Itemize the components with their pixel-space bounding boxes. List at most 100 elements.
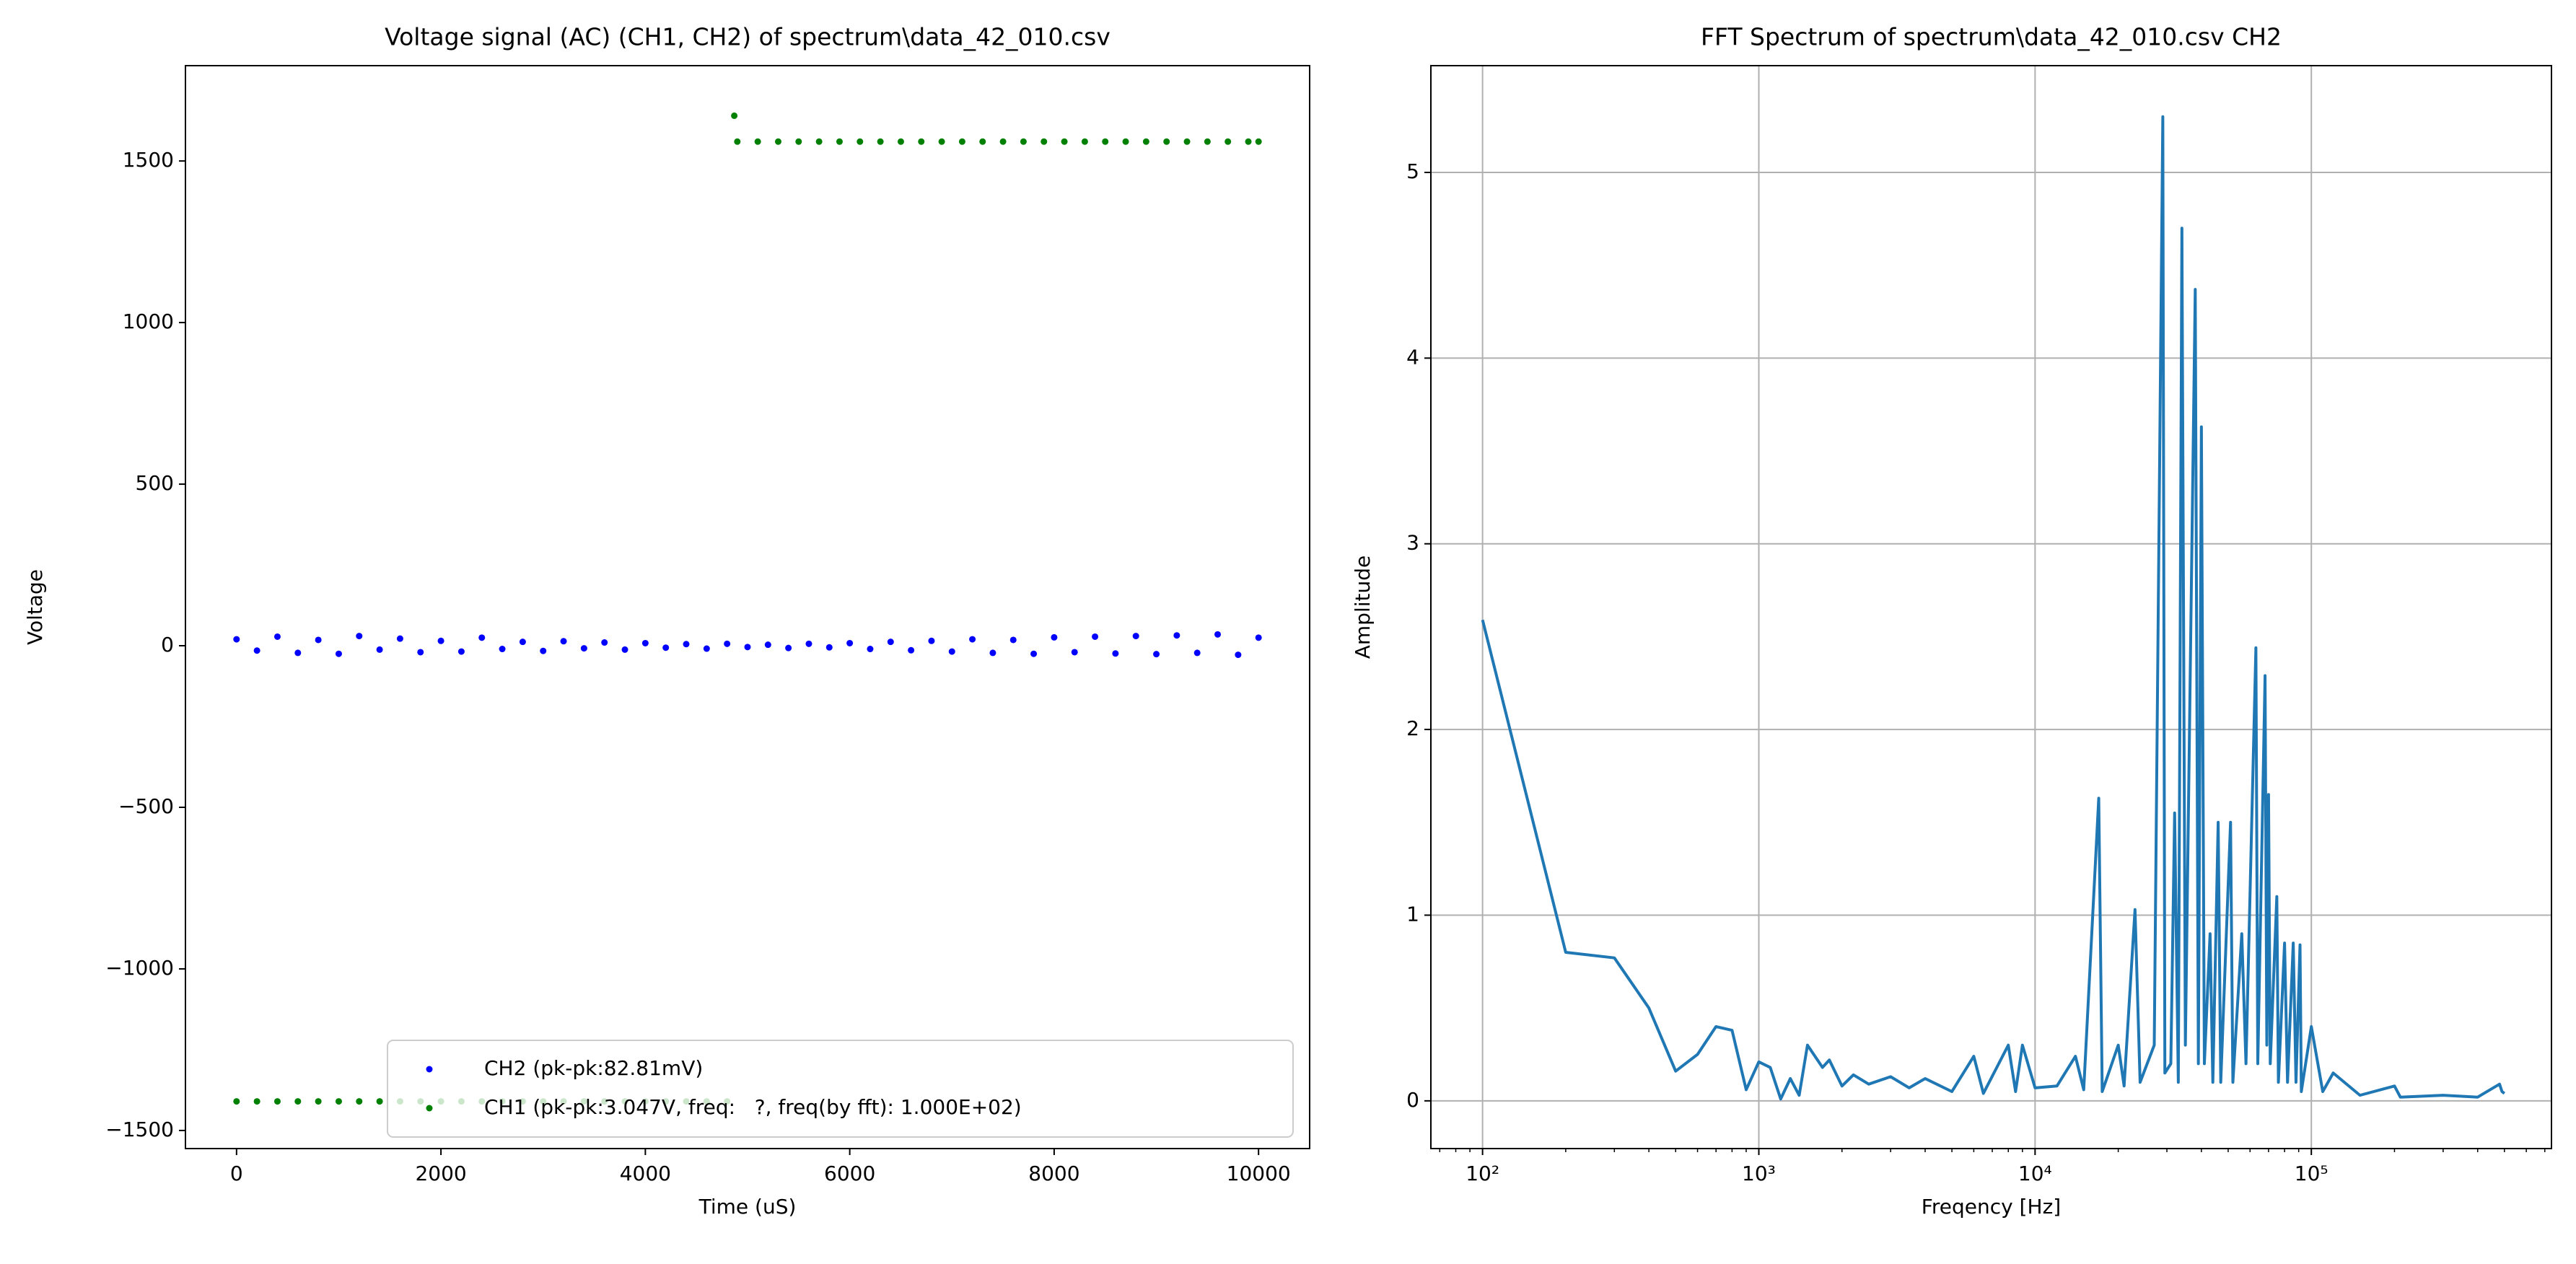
legend-box [387, 1040, 1294, 1138]
point [1051, 633, 1058, 641]
line [1481, 115, 2506, 1101]
chart-title: FFT Spectrum of spectrum\data_42_010.csv… [1701, 23, 2282, 51]
point [499, 646, 506, 653]
point [621, 646, 628, 653]
axes-frame [1430, 65, 2552, 1149]
point [376, 646, 383, 653]
point [867, 646, 874, 653]
y-tick-label: 0 [161, 633, 174, 657]
point [1030, 650, 1038, 657]
x-tick-label: 0 [230, 1162, 243, 1185]
point [560, 638, 567, 645]
point [437, 637, 444, 644]
point [335, 650, 342, 657]
y-tick-label: −1000 [105, 956, 174, 980]
point [724, 640, 731, 647]
point [1163, 138, 1170, 145]
y-tick-label: −1500 [105, 1118, 174, 1141]
legend-marker [426, 1066, 433, 1073]
point [233, 636, 240, 643]
x-tick-label: 10⁴ [2018, 1162, 2052, 1185]
point [805, 640, 812, 647]
point [519, 638, 526, 646]
point [928, 637, 935, 644]
point [754, 138, 761, 145]
point [253, 647, 260, 654]
point [580, 645, 587, 652]
point [233, 1098, 240, 1105]
point [999, 138, 1007, 145]
y-axis-label: Amplitude [1351, 556, 1375, 659]
point [1009, 636, 1017, 644]
y-tick-label: 3 [1406, 531, 1419, 555]
point [315, 1098, 322, 1105]
point [273, 1098, 281, 1105]
y-tick-label: 1000 [123, 310, 174, 333]
point [1112, 650, 1119, 657]
x-axis-label: Time (uS) [698, 1195, 797, 1219]
point [294, 1098, 302, 1105]
x-tick-label: 10⁵ [2295, 1162, 2329, 1185]
x-tick-label: 8000 [1028, 1162, 1079, 1185]
point [1122, 138, 1129, 145]
legend: CH2 (pk-pk:82.81mV) CH1 (pk-pk:3.047V, fr… [387, 1040, 1294, 1138]
point [457, 648, 465, 655]
point [478, 634, 486, 641]
point [877, 138, 884, 145]
point [969, 636, 976, 643]
point [795, 138, 802, 145]
x-tick-label: 10² [1466, 1162, 1499, 1185]
point [1020, 138, 1027, 145]
x-tick-label: 6000 [824, 1162, 875, 1185]
point [662, 644, 670, 651]
y-tick-label: 5 [1406, 159, 1419, 183]
point [1235, 651, 1242, 659]
point [540, 647, 547, 654]
point [1245, 138, 1252, 145]
axes: 0 2000 4000 6000 8000 10000 −1500 −1000 −500 0 500… [105, 148, 1290, 1185]
x-tick-label: 10³ [1742, 1162, 1776, 1185]
point [1081, 138, 1088, 145]
point [774, 138, 781, 145]
point [1153, 651, 1160, 658]
point [1183, 138, 1191, 145]
point [601, 639, 608, 646]
y-tick-label: 1 [1406, 902, 1419, 926]
point [785, 644, 792, 651]
y-tick-label: 4 [1406, 345, 1419, 369]
point [294, 649, 302, 657]
point [857, 138, 864, 145]
point [744, 644, 751, 651]
point [958, 138, 965, 145]
point [1061, 138, 1068, 145]
plot [1481, 115, 2506, 1101]
point [908, 646, 915, 654]
point [1041, 138, 1048, 145]
point [1102, 138, 1109, 145]
legend-marker [426, 1105, 433, 1112]
x-tick-label: 10000 [1227, 1162, 1291, 1185]
point [703, 645, 710, 652]
point [989, 649, 996, 657]
point [683, 641, 690, 648]
point [273, 633, 281, 640]
point [948, 648, 955, 655]
point [979, 138, 986, 145]
point [1173, 632, 1180, 639]
point [1225, 138, 1232, 145]
chart-title: Voltage signal (AC) (CH1, CH2) of spectr… [385, 23, 1110, 51]
point [764, 641, 771, 649]
point [253, 1098, 260, 1105]
point [731, 112, 738, 119]
point [356, 1098, 363, 1105]
x-tick-label: 4000 [620, 1162, 671, 1185]
point [335, 1098, 342, 1105]
point [734, 138, 741, 145]
point [1255, 634, 1262, 641]
point [1071, 649, 1078, 656]
y-tick-label: −500 [118, 794, 174, 818]
point [1092, 633, 1099, 640]
point [918, 138, 925, 145]
y-tick-label: 2 [1406, 716, 1419, 740]
